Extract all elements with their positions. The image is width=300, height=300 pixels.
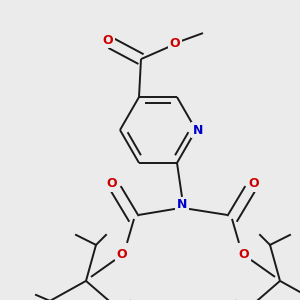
Text: O: O <box>249 177 259 190</box>
Text: N: N <box>177 198 187 212</box>
Text: O: O <box>107 177 117 190</box>
Text: O: O <box>239 248 249 261</box>
Text: O: O <box>103 34 113 46</box>
Text: O: O <box>170 37 180 50</box>
Text: O: O <box>117 248 127 261</box>
Text: N: N <box>193 124 203 136</box>
